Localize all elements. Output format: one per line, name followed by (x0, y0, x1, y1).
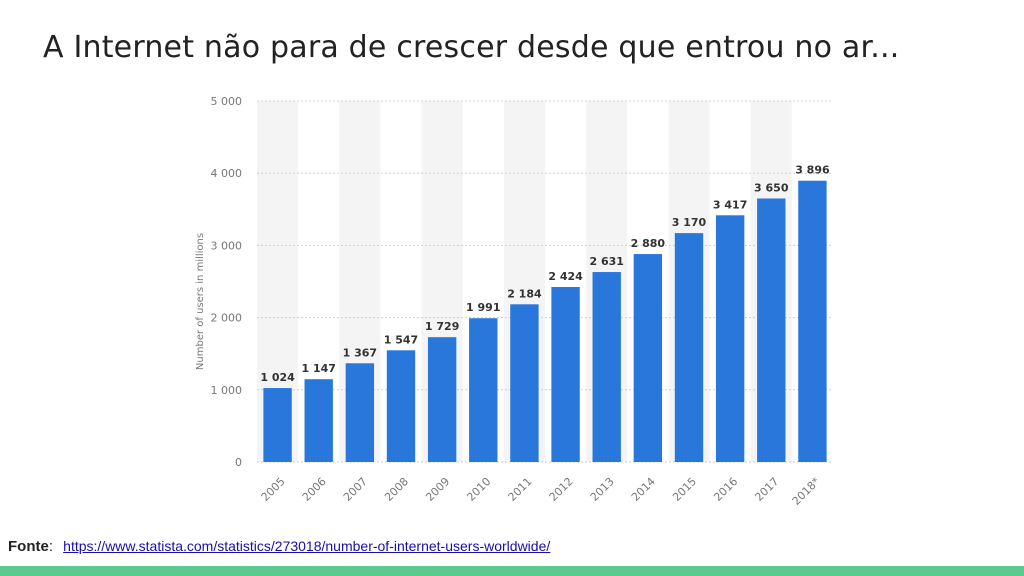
bar-value-label: 2 424 (548, 270, 583, 283)
x-tick-label: 2008 (382, 475, 411, 504)
x-tick-label: 2013 (588, 475, 617, 504)
x-tick-label: 2007 (341, 475, 370, 504)
x-tick-label: 2017 (752, 475, 781, 504)
bar-value-label: 1 147 (301, 362, 335, 375)
bar-chart: 0 1 000 2 000 3 000 4 000 5 000 1 024 1 147 1 3… (195, 95, 833, 508)
x-tick-label: 2012 (547, 475, 576, 504)
y-tick-label: 2 000 (211, 312, 243, 325)
bar (427, 337, 457, 462)
bar (674, 233, 704, 462)
x-tick-label: 2014 (629, 475, 658, 504)
source-label: Fonte (8, 538, 49, 555)
bar (263, 388, 292, 462)
x-tick-label: 2010 (464, 475, 493, 504)
x-axis-ticks: 2005 2006 2007 2008 2009 2010 2011 2012 2013 2014… (259, 475, 823, 508)
bars (263, 180, 827, 462)
bar (469, 318, 498, 462)
bar (551, 286, 580, 462)
y-tick-label: 1 000 (211, 384, 243, 397)
bottom-accent-bar (0, 566, 1024, 576)
y-axis-ticks: 0 1 000 2 000 3 000 4 000 5 000 (211, 95, 243, 469)
source-link[interactable]: https://www.statista.com/statistics/2730… (63, 538, 551, 554)
x-tick-label: 2006 (300, 475, 329, 504)
bar (757, 198, 786, 462)
x-tick-label: 2018* (790, 475, 823, 508)
bar-value-label: 3 896 (795, 164, 830, 177)
x-tick-label: 2005 (259, 475, 288, 504)
y-tick-label: 0 (235, 456, 242, 469)
x-tick-label: 2011 (506, 475, 535, 504)
y-tick-label: 5 000 (211, 95, 243, 108)
source-footer: Fonte: https://www.statista.com/statisti… (8, 538, 550, 555)
value-labels: 1 024 1 147 1 367 1 547 1 729 1 991 2 184 2 424… (260, 164, 830, 384)
bar-value-label: 3 650 (754, 181, 789, 194)
bar (633, 254, 663, 462)
x-tick-label: 2016 (711, 475, 740, 504)
bar-value-label: 3 417 (713, 198, 747, 211)
source-colon: : (48, 538, 53, 555)
bar-value-label: 2 184 (507, 287, 542, 300)
bar-value-label: 2 880 (631, 237, 666, 250)
bar (386, 350, 416, 462)
bar-value-label: 1 024 (260, 371, 295, 384)
slide-title: A Internet não para de crescer desde que… (43, 30, 900, 65)
bar (345, 363, 375, 462)
bar (798, 180, 827, 462)
y-axis-label: Number of users in millions (195, 233, 206, 370)
bar-value-label: 3 170 (672, 216, 707, 229)
bar-value-label: 1 547 (384, 333, 418, 346)
bar-value-label: 2 631 (589, 255, 623, 268)
bar (715, 215, 745, 462)
bar (510, 304, 539, 462)
x-tick-label: 2009 (423, 475, 452, 504)
y-tick-label: 4 000 (211, 167, 243, 180)
bar (304, 379, 333, 462)
y-tick-label: 3 000 (211, 239, 243, 252)
bar (592, 272, 621, 462)
bar-value-label: 1 729 (425, 320, 459, 333)
bar-value-label: 1 367 (343, 346, 377, 359)
bar-value-label: 1 991 (466, 301, 500, 314)
x-tick-label: 2015 (670, 475, 699, 504)
